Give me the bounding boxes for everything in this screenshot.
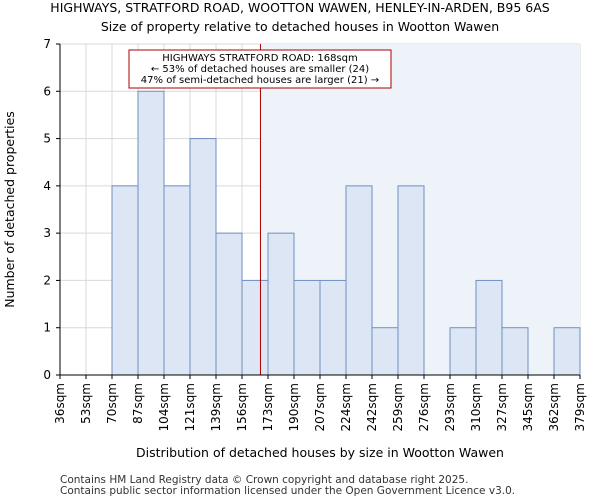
x-tick-label: 224sqm [339, 383, 353, 431]
y-axis-ticks: 0 1 2 3 4 5 6 7 [43, 37, 60, 382]
bar-327sqm [501, 327, 529, 376]
x-tick-label: 327sqm [495, 383, 509, 431]
x-tick-label: 173sqm [261, 383, 275, 431]
y-tick-label: 3 [43, 226, 51, 240]
annotation-box: HIGHWAYS STRATFORD ROAD: 168sqm ← 53% of… [128, 49, 392, 89]
bar-87sqm [137, 90, 165, 376]
y-tick-label: 0 [43, 368, 51, 382]
bar-224sqm [345, 185, 373, 376]
bar-207sqm [319, 279, 347, 376]
x-tick-label: 310sqm [469, 383, 483, 431]
footer-licence: Contains public sector information licen… [60, 485, 515, 497]
x-tick-label: 276sqm [417, 383, 431, 431]
y-tick-label: 2 [43, 273, 51, 287]
x-axis-ticks: 36sqm 53sqm 70sqm 87sqm 104sqm 121sqm 139sqm 15… [53, 375, 587, 431]
x-tick-label: 156sqm [235, 383, 249, 431]
y-axis-label: Number of detached properties [2, 111, 17, 308]
annotation-line-3: 47% of semi-detached houses are larger (… [141, 75, 379, 86]
y-tick-label: 4 [43, 179, 51, 193]
x-tick-label: 379sqm [573, 383, 587, 431]
bar-70sqm [111, 185, 139, 376]
x-tick-label: 70sqm [105, 383, 119, 424]
x-tick-label: 345sqm [521, 383, 535, 431]
bar-362sqm [553, 327, 581, 376]
x-tick-label: 190sqm [287, 383, 301, 431]
bars [111, 90, 581, 376]
x-tick-label: 259sqm [391, 383, 405, 431]
x-tick-label: 362sqm [547, 383, 561, 431]
x-tick-label: 121sqm [183, 383, 197, 431]
y-tick-label: 5 [43, 132, 51, 146]
bar-259sqm [397, 185, 425, 376]
x-tick-label: 53sqm [79, 383, 93, 424]
bar-242sqm [371, 327, 399, 376]
x-axis-label: Distribution of detached houses by size … [136, 445, 504, 460]
x-tick-label: 139sqm [209, 383, 223, 431]
x-tick-label: 293sqm [443, 383, 457, 431]
x-tick-label: 87sqm [131, 383, 145, 424]
bar-293sqm [449, 327, 477, 376]
footer-copyright: Contains HM Land Registry data © Crown c… [60, 474, 468, 486]
annotation-line-1: HIGHWAYS STRATFORD ROAD: 168sqm [162, 53, 358, 64]
chart-subtitle: Size of property relative to detached ho… [101, 19, 499, 34]
x-tick-label: 207sqm [313, 383, 327, 431]
x-tick-label: 36sqm [53, 383, 67, 424]
bar-121sqm [189, 138, 217, 376]
bar-156sqm [241, 279, 269, 376]
chart-title: HIGHWAYS, STRATFORD ROAD, WOOTTON WAWEN,… [50, 0, 549, 15]
y-tick-label: 1 [43, 321, 51, 335]
bar-104sqm [163, 185, 191, 376]
annotation-border [128, 49, 392, 89]
x-tick-label: 242sqm [365, 383, 379, 431]
x-tick-label: 104sqm [157, 383, 171, 431]
bar-173sqm [267, 232, 295, 376]
annotation-line-2: ← 53% of detached houses are smaller (24… [151, 64, 369, 75]
y-tick-label: 7 [43, 37, 51, 51]
bar-310sqm [475, 279, 503, 376]
bar-139sqm [215, 232, 243, 376]
y-tick-label: 6 [43, 84, 51, 98]
bar-190sqm [293, 279, 321, 376]
